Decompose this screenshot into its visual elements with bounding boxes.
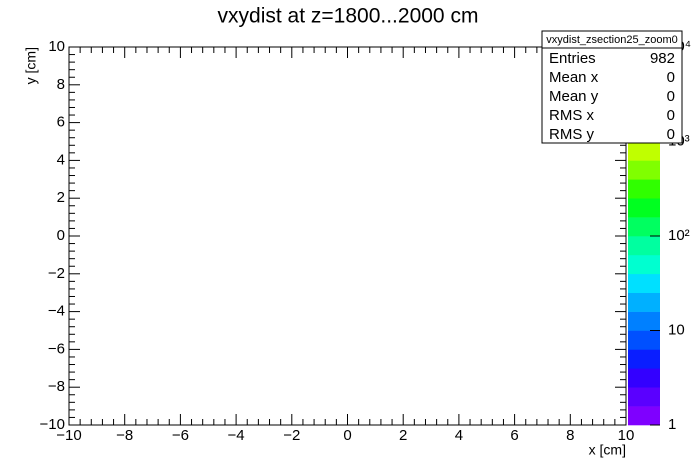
color-band [628,179,660,199]
y-tick-label: −4 [48,303,65,320]
color-band [628,217,660,237]
stats-box [541,30,683,144]
y-tick-label: −8 [48,378,65,395]
color-band [628,236,660,256]
color-band [628,311,660,331]
stats-value: 0 [667,107,675,124]
x-tick-label: 8 [566,427,574,444]
color-band [628,141,660,161]
y-tick-label: 8 [57,76,65,93]
stats-value: 982 [650,50,675,67]
y-tick-label: 2 [57,189,65,206]
stats-value: 0 [667,69,675,86]
color-band [628,160,660,180]
y-tick-label: 6 [57,114,65,131]
color-band [628,330,660,350]
color-band [628,254,660,275]
color-band [628,406,660,426]
y-tick-label: −6 [48,340,65,357]
color-band [628,387,660,407]
color-band [628,349,660,369]
x-tick-label: 4 [455,427,463,444]
y-tick-label: 0 [57,227,65,244]
color-band [628,368,660,388]
x-tick-label: 6 [510,427,518,444]
z-tick-label: 1 [668,416,676,433]
stats-label: Mean x [549,69,599,86]
color-band [628,273,660,293]
x-tick-label: −8 [116,427,133,444]
x-tick-label: −2 [283,427,300,444]
y-tick-label: −2 [48,265,65,282]
stats-value: 0 [667,126,675,143]
x-tick-label: −4 [228,427,245,444]
x-tick-label: 10 [618,427,635,444]
color-band [628,198,660,218]
stats-label: RMS y [549,126,595,143]
y-axis-title: y [cm] [23,47,39,84]
x-axis-title: x [cm] [589,442,626,458]
y-tick-label: 10 [48,38,65,55]
stats-label: Mean y [549,88,599,105]
x-tick-label: −10 [56,427,81,444]
y-tick-label: 4 [57,151,65,168]
stats-label: RMS x [549,107,595,124]
x-tick-label: 0 [343,427,351,444]
z-tick-label: 10² [668,227,690,244]
chart-title: vxydist at z=1800...2000 cm [218,5,479,28]
color-band [628,292,660,312]
stats-title: vxydist_zsection25_zoom0 [546,34,677,46]
stats-value: 0 [667,88,675,105]
z-tick-label: 10 [668,321,685,338]
y-tick-label: −10 [40,416,65,433]
x-tick-label: 2 [399,427,407,444]
stats-label: Entries [549,50,596,67]
x-tick-label: −6 [172,427,189,444]
